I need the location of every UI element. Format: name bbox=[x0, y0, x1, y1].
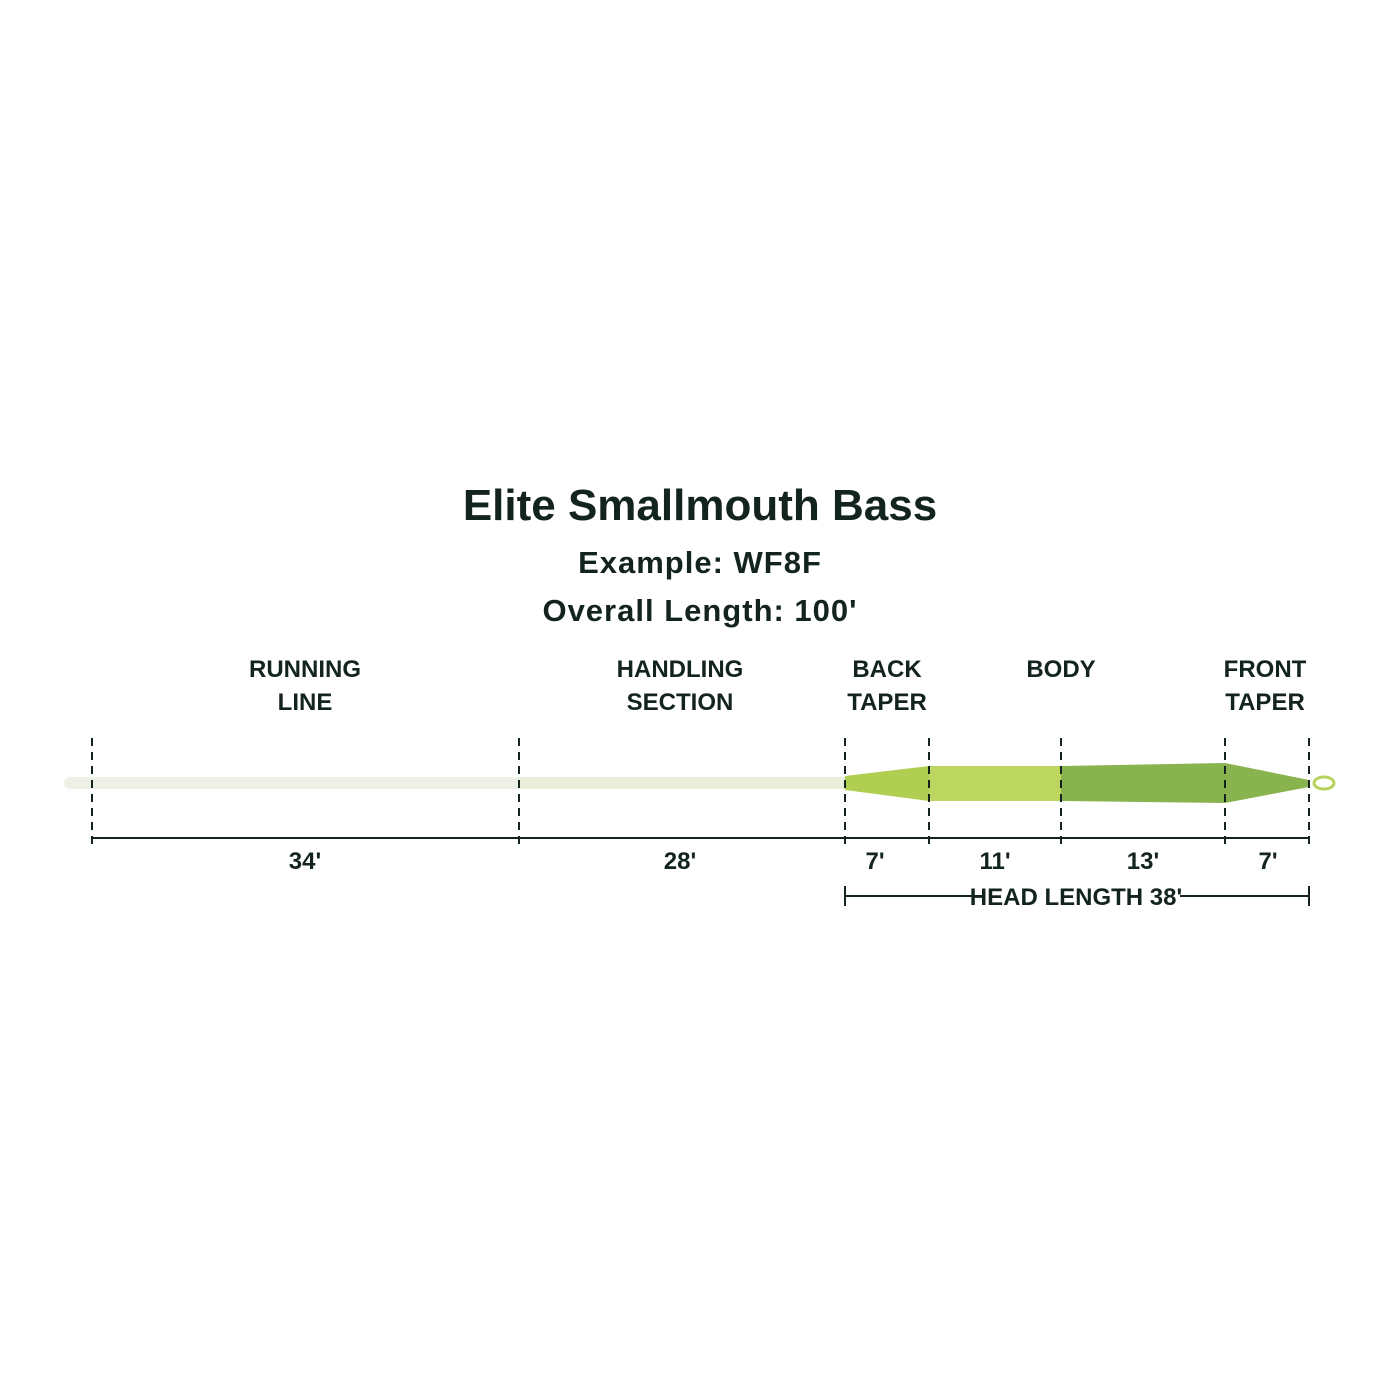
overall-length: Overall Length: 100' bbox=[542, 593, 857, 628]
title: Elite Smallmouth Bass bbox=[463, 481, 937, 530]
head-length: HEAD LENGTH 38' bbox=[970, 884, 1182, 911]
section-label: HANDLING bbox=[617, 656, 744, 683]
segment-length: 13' bbox=[1127, 848, 1159, 875]
segment-length: 7' bbox=[865, 848, 884, 875]
section-label: TAPER bbox=[847, 689, 927, 716]
section-label: SECTION bbox=[627, 689, 734, 716]
segment-length: 28' bbox=[664, 848, 696, 875]
example: Example: WF8F bbox=[578, 545, 822, 580]
section-label: RUNNING bbox=[249, 656, 361, 683]
segment-length: 34' bbox=[289, 848, 321, 875]
section-label: BODY bbox=[1026, 656, 1095, 683]
fly-line bbox=[64, 763, 1336, 803]
section-label: TAPER bbox=[1225, 689, 1305, 716]
section-label: BACK bbox=[852, 656, 922, 683]
section-label: FRONT bbox=[1224, 656, 1307, 683]
section-label: LINE bbox=[278, 689, 333, 716]
segment-length: 11' bbox=[979, 848, 1010, 875]
segment-length: 7' bbox=[1258, 848, 1277, 875]
